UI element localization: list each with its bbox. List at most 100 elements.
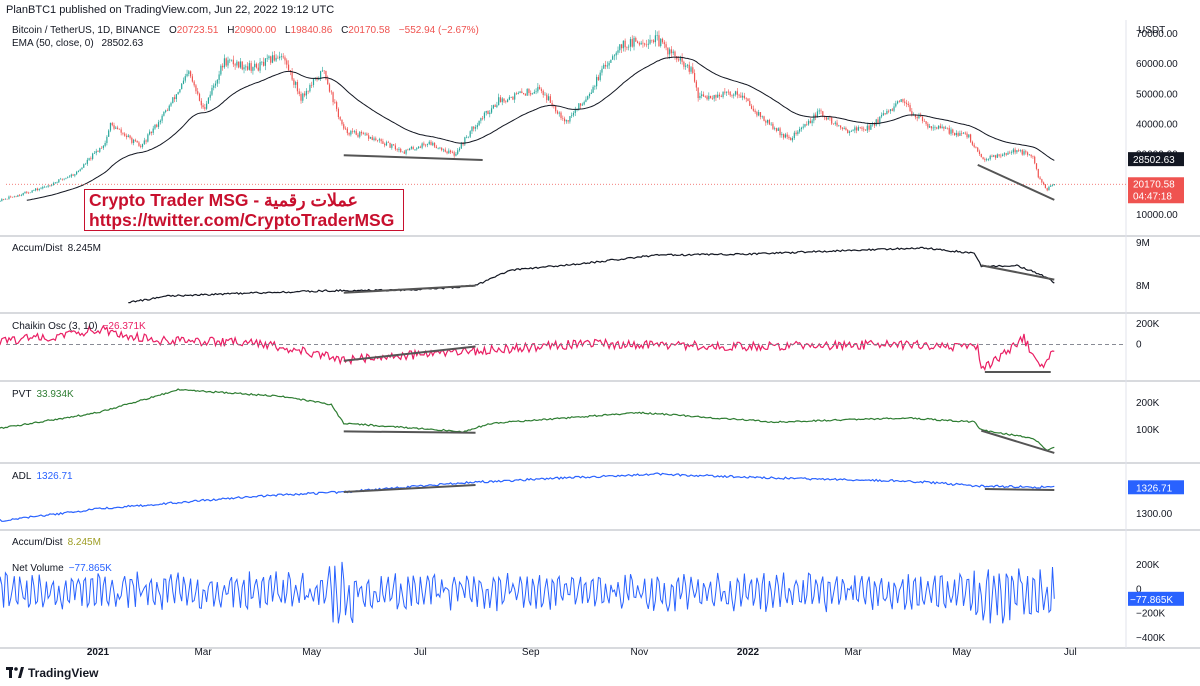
candle-body: [79, 169, 81, 171]
candle-body: [905, 102, 908, 104]
adl-tag-text: 1326.71: [1136, 483, 1173, 494]
candle-body: [750, 105, 753, 109]
candle-body: [88, 158, 90, 160]
candle-body: [271, 55, 274, 63]
candle-body: [1037, 168, 1039, 178]
candle-body: [583, 101, 585, 105]
candle-body: [284, 57, 286, 61]
candle-body: [505, 101, 507, 102]
candle-body: [886, 110, 888, 115]
candle-body: [533, 92, 535, 94]
candle-body: [255, 63, 258, 68]
candle-body: [909, 105, 911, 112]
candle-body: [407, 149, 409, 151]
candle-body: [104, 143, 106, 146]
candle-body: [76, 171, 78, 175]
candle-body: [254, 63, 256, 68]
ema-line: [26, 56, 1055, 201]
candle-body: [446, 151, 448, 154]
candle-body: [788, 136, 790, 139]
candle-body: [1021, 149, 1023, 155]
ema-legend: EMA (50, close, 0) 28502.63: [12, 38, 143, 49]
candle-body: [20, 195, 23, 196]
candle-body: [229, 59, 231, 61]
candle-body: [827, 117, 829, 120]
adl-trendline-2: [984, 488, 1055, 491]
candle-body: [230, 59, 233, 61]
candle-body: [129, 135, 131, 138]
candle-body: [980, 154, 982, 158]
candle-body: [781, 134, 783, 136]
candle-body: [430, 141, 432, 146]
candle-body: [841, 127, 843, 129]
candle-body: [150, 131, 153, 133]
candle-body: [847, 129, 849, 133]
candle-body: [355, 131, 357, 135]
candle-body: [560, 112, 562, 119]
candle-body: [43, 186, 46, 188]
candle-body: [90, 158, 92, 159]
candle-body: [300, 93, 302, 101]
candle-body: [0, 201, 1, 202]
candle-body: [40, 188, 42, 190]
candle-body: [937, 125, 940, 129]
candle-body: [736, 91, 738, 95]
candle-body: [471, 126, 473, 132]
candle-body: [92, 153, 94, 159]
candle-body: [378, 139, 380, 141]
candle-body: [83, 164, 85, 168]
candle-body: [799, 129, 801, 132]
candle-body: [369, 137, 372, 139]
candle-body: [305, 90, 307, 96]
candle-body: [964, 132, 966, 134]
candle-body: [70, 174, 72, 177]
adl-tick-label: 1300.00: [1136, 509, 1173, 520]
candle-body: [494, 105, 496, 107]
candle-body: [173, 97, 176, 100]
tradingview-footer[interactable]: TradingView: [6, 666, 98, 680]
candle-body: [596, 76, 598, 87]
candle-body: [120, 129, 122, 133]
candle-body: [42, 186, 44, 189]
candle-body: [797, 131, 799, 134]
candle-body: [617, 50, 619, 53]
candle-body: [214, 83, 217, 86]
candle-body: [973, 144, 975, 147]
candle-body: [398, 148, 400, 150]
candle-body: [261, 61, 263, 63]
candle-body: [36, 188, 39, 191]
candle-body: [474, 127, 477, 129]
candle-body: [1032, 156, 1034, 157]
candle-body: [243, 67, 245, 70]
candle-body: [337, 108, 340, 118]
candle-body: [975, 146, 977, 148]
candle-body: [241, 61, 243, 70]
ad-tick-label: 8M: [1136, 281, 1150, 292]
candle-body: [685, 65, 687, 67]
candle-body: [553, 105, 555, 107]
candle-body: [783, 134, 785, 138]
candle-body: [615, 52, 617, 56]
candle-body: [622, 40, 624, 49]
time-axis-label: Nov: [630, 647, 648, 658]
trendline-2: [977, 163, 1055, 201]
candle-body: [4, 198, 6, 200]
time-axis-label: 2021: [87, 647, 110, 658]
candle-body: [496, 105, 498, 107]
candle-body: [845, 127, 847, 130]
candle-body: [1035, 163, 1038, 169]
candle-body: [448, 150, 450, 154]
candle-body: [268, 56, 270, 59]
pvt-trendline-2: [980, 429, 1055, 454]
candle-body: [1000, 155, 1002, 157]
candle-body: [134, 139, 136, 141]
candle-body: [220, 65, 222, 75]
ad-trendline-1: [343, 284, 476, 294]
candle-body: [273, 55, 275, 61]
candle-body: [816, 111, 819, 118]
last-price-tag: [1128, 177, 1184, 204]
candle-body: [320, 71, 322, 79]
candle-body: [674, 51, 676, 57]
candle-body: [656, 35, 658, 36]
